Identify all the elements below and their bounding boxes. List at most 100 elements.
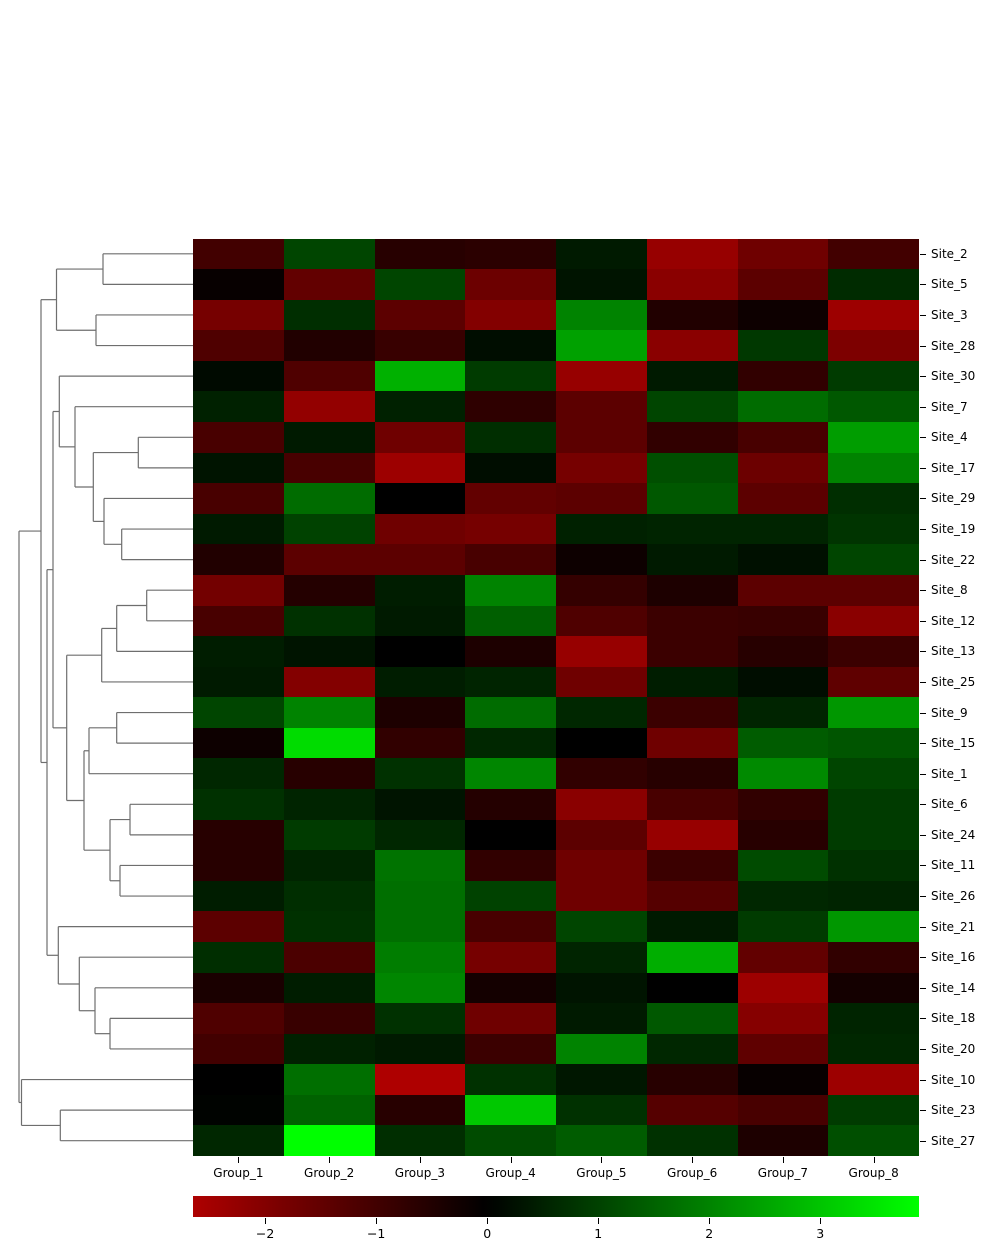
heatmap-cell xyxy=(465,422,556,453)
heatmap-cell xyxy=(556,1125,647,1156)
row-tick xyxy=(920,1018,926,1020)
row-label: Site_5 xyxy=(931,277,968,292)
heatmap-cell xyxy=(283,360,375,392)
row-label: Site_23 xyxy=(931,1103,976,1118)
heatmap-cell xyxy=(646,880,738,912)
heatmap-cell xyxy=(646,422,738,453)
heatmap-cell xyxy=(646,972,738,1004)
heatmap-cell xyxy=(737,819,829,851)
heatmap-cell xyxy=(737,269,829,300)
heatmap-cell xyxy=(465,452,556,484)
heatmap-cell xyxy=(828,299,919,331)
heatmap-cell xyxy=(737,758,829,789)
heatmap-cell xyxy=(556,360,647,392)
row-tick xyxy=(920,957,926,959)
heatmap-cell xyxy=(193,1125,284,1156)
row-tick xyxy=(920,1079,926,1081)
heatmap-cell xyxy=(283,574,375,606)
heatmap-cell xyxy=(374,911,466,942)
heatmap-cell xyxy=(465,880,556,912)
heatmap-cell xyxy=(556,697,647,728)
heatmap-cell xyxy=(465,605,556,637)
heatmap-cell xyxy=(828,1094,919,1126)
heatmap-cell xyxy=(556,1094,647,1126)
heatmap-cell xyxy=(374,422,466,453)
heatmap-cell xyxy=(374,452,466,484)
row-label: Site_28 xyxy=(931,338,976,353)
heatmap-cell xyxy=(828,850,919,881)
heatmap-cell xyxy=(646,911,738,942)
heatmap-cell xyxy=(374,850,466,881)
row-tick xyxy=(920,1048,926,1050)
heatmap-cell xyxy=(737,666,829,698)
heatmap-cell xyxy=(556,880,647,912)
heatmap-cell xyxy=(283,880,375,912)
heatmap-cell xyxy=(737,360,829,392)
heatmap-cell xyxy=(828,391,919,422)
heatmap-cell xyxy=(465,758,556,789)
column-label: Group_1 xyxy=(213,1166,264,1180)
heatmap-cell xyxy=(828,972,919,1004)
heatmap-cell xyxy=(556,727,647,759)
heatmap-cell xyxy=(646,636,738,667)
row-label: Site_12 xyxy=(931,613,976,628)
row-label: Site_29 xyxy=(931,491,976,506)
heatmap-cell xyxy=(556,330,647,361)
heatmap-cell xyxy=(646,850,738,881)
heatmap-cell xyxy=(646,452,738,484)
heatmap-cell xyxy=(737,1125,829,1156)
colorbar-tick xyxy=(598,1217,600,1224)
heatmap-cell xyxy=(283,238,375,270)
heatmap-cell xyxy=(465,911,556,942)
row-label: Site_3 xyxy=(931,307,968,322)
heatmap-cell xyxy=(193,850,284,881)
heatmap-cell xyxy=(283,452,375,484)
row-tick xyxy=(920,467,926,469)
heatmap-cell xyxy=(465,941,556,973)
heatmap-cell xyxy=(283,636,375,667)
row-label: Site_20 xyxy=(931,1041,976,1056)
heatmap-cell xyxy=(828,727,919,759)
heatmap xyxy=(193,238,919,1156)
heatmap-cell xyxy=(556,299,647,331)
heatmap-cell xyxy=(646,238,738,270)
heatmap-cell xyxy=(828,1003,919,1034)
heatmap-cell xyxy=(283,605,375,637)
heatmap-cell xyxy=(828,636,919,667)
heatmap-cell xyxy=(374,360,466,392)
heatmap-cell xyxy=(646,544,738,575)
heatmap-cell xyxy=(193,697,284,728)
heatmap-cell xyxy=(374,483,466,514)
heatmap-cell xyxy=(465,299,556,331)
heatmap-cell xyxy=(283,819,375,851)
colorbar-tick xyxy=(820,1217,822,1224)
heatmap-cell xyxy=(828,574,919,606)
heatmap-cell xyxy=(374,636,466,667)
heatmap-cell xyxy=(193,391,284,422)
heatmap-cell xyxy=(556,850,647,881)
heatmap-cell xyxy=(193,269,284,300)
heatmap-cell xyxy=(828,513,919,545)
heatmap-cell xyxy=(193,238,284,270)
heatmap-cell xyxy=(737,727,829,759)
heatmap-cell xyxy=(374,697,466,728)
heatmap-cell xyxy=(737,238,829,270)
heatmap-cell xyxy=(283,299,375,331)
row-tick xyxy=(920,437,926,439)
heatmap-cell xyxy=(556,819,647,851)
heatmap-cell xyxy=(374,299,466,331)
heatmap-cell xyxy=(193,727,284,759)
heatmap-cell xyxy=(465,391,556,422)
heatmap-cell xyxy=(465,483,556,514)
heatmap-cell xyxy=(556,941,647,973)
heatmap-cell xyxy=(646,727,738,759)
colorbar-tick xyxy=(265,1217,267,1224)
heatmap-cell xyxy=(737,1003,829,1034)
heatmap-cell xyxy=(828,697,919,728)
row-label: Site_14 xyxy=(931,980,976,995)
heatmap-cell xyxy=(737,941,829,973)
heatmap-cell xyxy=(465,269,556,300)
heatmap-cell xyxy=(737,574,829,606)
row-label: Site_19 xyxy=(931,522,976,537)
